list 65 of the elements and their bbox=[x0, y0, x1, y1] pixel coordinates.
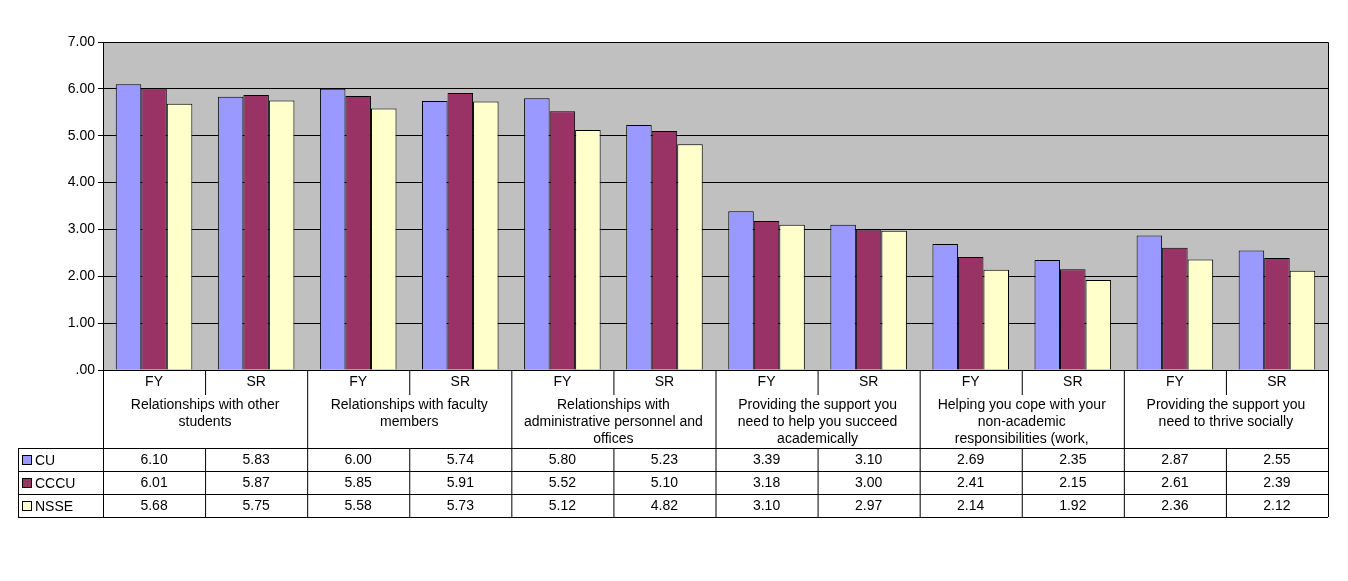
x-tick-label: FY bbox=[961, 372, 981, 389]
data-label: 2.14 bbox=[957, 497, 985, 514]
data-label: 6.10 bbox=[140, 451, 168, 468]
legend-label: CCCU bbox=[35, 474, 76, 491]
data-label: 2.55 bbox=[1263, 451, 1291, 468]
data-label: 2.97 bbox=[855, 497, 883, 514]
data-label: 5.52 bbox=[548, 474, 577, 491]
text: Relationships with faculty members bbox=[330, 395, 488, 429]
data-label: 5.12 bbox=[548, 497, 577, 514]
data-label: 3.10 bbox=[752, 497, 781, 514]
data-label: 5.75 bbox=[242, 497, 270, 514]
data-label: 3.18 bbox=[752, 474, 781, 491]
data-label: 2.41 bbox=[957, 474, 985, 491]
y-tick-label: 6.00 bbox=[67, 79, 96, 96]
text: Providing the support you need to help you succeed academically bbox=[737, 395, 898, 446]
data-label: 1.92 bbox=[1059, 497, 1087, 514]
data-label: 5.87 bbox=[242, 474, 270, 491]
data-label: 2.35 bbox=[1059, 451, 1087, 468]
y-tick-label: 1.00 bbox=[67, 314, 96, 330]
data-label: 5.74 bbox=[446, 451, 475, 468]
y-tick-label: 3.00 bbox=[67, 220, 96, 237]
x-tick-label: SR bbox=[858, 372, 879, 389]
y-tick-label: 4.00 bbox=[67, 173, 96, 190]
x-tick-label: FY bbox=[145, 372, 164, 389]
x-tick-label: SR bbox=[246, 372, 266, 389]
data-label: 2.87 bbox=[1161, 451, 1189, 468]
data-label: 5.68 bbox=[140, 497, 168, 514]
data-label: 2.36 bbox=[1161, 497, 1189, 514]
data-label: 6.01 bbox=[140, 474, 168, 491]
data-label: 2.12 bbox=[1263, 497, 1291, 514]
data-label: 2.69 bbox=[957, 451, 985, 468]
x-tick-label: SR bbox=[450, 372, 471, 389]
data-label: 2.39 bbox=[1263, 474, 1291, 491]
data-label: 5.80 bbox=[548, 451, 577, 468]
x-tick-label: SR bbox=[654, 372, 675, 389]
data-label: 2.15 bbox=[1059, 474, 1087, 491]
y-tick-label: 7.00 bbox=[67, 32, 96, 49]
text: Relationships with administrative personnel and offices bbox=[523, 395, 703, 446]
data-label: 5.85 bbox=[344, 474, 373, 491]
legend-label: NSSE bbox=[35, 497, 74, 514]
text: Providing the support you need to thrive socially bbox=[1146, 395, 1306, 429]
x-tick-label: SR bbox=[1267, 372, 1287, 389]
legend-label: CU bbox=[35, 451, 56, 468]
y-tick-label: 5.00 bbox=[67, 126, 96, 143]
data-label: 2.61 bbox=[1161, 474, 1189, 491]
data-label: 6.00 bbox=[344, 451, 373, 468]
x-tick-label: FY bbox=[553, 372, 572, 389]
x-tick-label: SR bbox=[1063, 372, 1083, 389]
y-tick-label: .00 bbox=[75, 360, 96, 377]
data-label: 3.00 bbox=[855, 474, 883, 491]
text: Helping you cope with your non-academic responsibilities (work, bbox=[937, 395, 1107, 446]
y-tick-label: 2.00 bbox=[67, 267, 96, 284]
x-tick-label: FY bbox=[1165, 372, 1185, 389]
data-label: 5.58 bbox=[344, 497, 373, 514]
data-label: 5.73 bbox=[446, 497, 475, 514]
data-label: 4.82 bbox=[650, 497, 679, 514]
text: Relationships with other students bbox=[130, 395, 280, 429]
x-tick-label: FY bbox=[349, 372, 368, 389]
x-tick-label: FY bbox=[757, 372, 777, 389]
data-label: 3.10 bbox=[855, 451, 883, 468]
data-label: 5.10 bbox=[650, 474, 679, 491]
data-label: 3.39 bbox=[752, 451, 781, 468]
data-label: 5.83 bbox=[242, 451, 270, 468]
data-label: 5.91 bbox=[446, 474, 475, 491]
data-label: 5.23 bbox=[650, 451, 679, 468]
